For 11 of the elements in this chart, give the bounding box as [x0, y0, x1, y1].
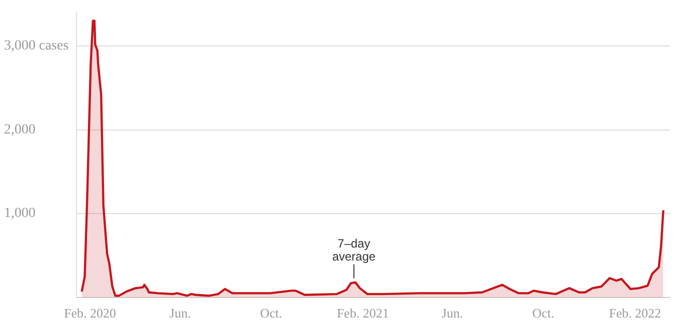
x-tick-label: Oct.	[260, 306, 282, 321]
x-tick-label: Oct.	[532, 306, 554, 321]
x-tick-label: Jun.	[442, 306, 463, 321]
y-tick-label: 1,000	[4, 206, 36, 222]
x-tick-label: Feb. 2022	[608, 306, 661, 321]
y-tick-label: 3,000 cases	[4, 38, 69, 54]
annotation: 7–day average	[332, 236, 376, 264]
x-tick-label: Jun.	[170, 306, 191, 321]
x-tick-label: Feb. 2021	[336, 306, 389, 321]
y-tick-label: 2,000	[4, 122, 36, 138]
x-tick-label: Feb. 2020	[64, 306, 116, 321]
